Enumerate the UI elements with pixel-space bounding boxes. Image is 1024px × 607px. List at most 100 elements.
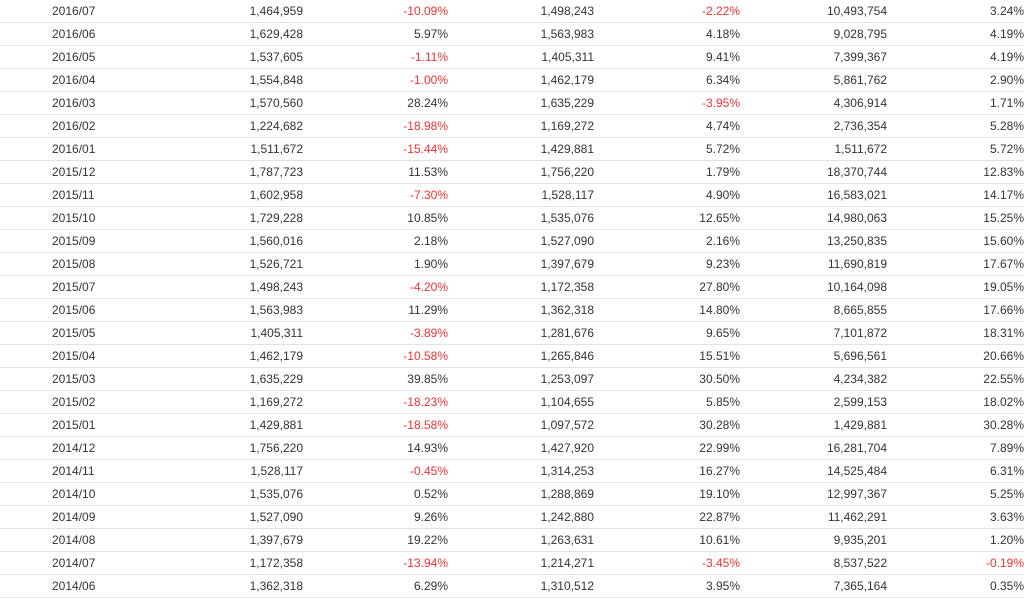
cell-value-2: 1,563,983 bbox=[448, 22, 594, 46]
table-row: 2016/06 1,629,428 5.97% 1,563,983 4.18% 9,028… bbox=[0, 22, 1024, 46]
cell-change-2: -2.22% bbox=[594, 0, 740, 23]
cell-month: 2015/03 bbox=[0, 367, 140, 391]
cell-value-1: 1,405,311 bbox=[140, 321, 303, 345]
cell-value-2: 1,427,920 bbox=[448, 436, 594, 460]
cell-value-1: 1,635,229 bbox=[140, 367, 303, 391]
cell-cumulative: 7,399,367 bbox=[740, 45, 887, 69]
cell-month: 2015/04 bbox=[0, 344, 140, 368]
cell-cumulative: 2,599,153 bbox=[740, 390, 887, 414]
cell-month: 2015/11 bbox=[0, 183, 140, 207]
cell-change-2: -3.45% bbox=[594, 551, 740, 575]
cell-cumulative: 7,101,872 bbox=[740, 321, 887, 345]
table-row: 2016/01 1,511,672 -15.44% 1,429,881 5.72% 1,5… bbox=[0, 137, 1024, 161]
cell-value-2: 1,535,076 bbox=[448, 206, 594, 230]
cell-month: 2015/07 bbox=[0, 275, 140, 299]
table-row: 2016/07 1,464,959 -10.09% 1,498,243 -2.22% 10… bbox=[0, 0, 1024, 23]
cell-cumulative: 5,696,561 bbox=[740, 344, 887, 368]
cell-value-1: 1,535,076 bbox=[140, 482, 303, 506]
cell-month: 2016/02 bbox=[0, 114, 140, 138]
cell-value-1: 1,429,881 bbox=[140, 413, 303, 437]
cell-value-1: 1,172,358 bbox=[140, 551, 303, 575]
cell-change-1: 39.85% bbox=[303, 367, 448, 391]
cell-value-2: 1,397,679 bbox=[448, 252, 594, 276]
cell-value-1: 1,224,682 bbox=[140, 114, 303, 138]
table-row: 2014/12 1,756,220 14.93% 1,427,920 22.99% 16,… bbox=[0, 436, 1024, 460]
cell-change-2: 4.90% bbox=[594, 183, 740, 207]
cell-change-2: 14.80% bbox=[594, 298, 740, 322]
cell-cumulative: 4,234,382 bbox=[740, 367, 887, 391]
cell-cumulative-change: 15.60% bbox=[887, 229, 1024, 253]
table-row: 2014/11 1,528,117 -0.45% 1,314,253 16.27% 14,… bbox=[0, 459, 1024, 483]
cell-cumulative-change: 2.90% bbox=[887, 68, 1024, 92]
cell-month: 2015/02 bbox=[0, 390, 140, 414]
cell-change-1: 5.97% bbox=[303, 22, 448, 46]
cell-month: 2015/06 bbox=[0, 298, 140, 322]
cell-value-1: 1,397,679 bbox=[140, 528, 303, 552]
cell-month: 2016/01 bbox=[0, 137, 140, 161]
cell-value-2: 1,405,311 bbox=[448, 45, 594, 69]
cell-value-1: 1,526,721 bbox=[140, 252, 303, 276]
cell-cumulative-change: 14.17% bbox=[887, 183, 1024, 207]
cell-value-2: 1,263,631 bbox=[448, 528, 594, 552]
cell-value-1: 1,528,117 bbox=[140, 459, 303, 483]
cell-cumulative-change: 5.72% bbox=[887, 137, 1024, 161]
cell-change-1: -13.94% bbox=[303, 551, 448, 575]
cell-change-2: 22.99% bbox=[594, 436, 740, 460]
cell-change-2: 5.72% bbox=[594, 137, 740, 161]
cell-change-1: -3.89% bbox=[303, 321, 448, 345]
cell-value-1: 1,570,560 bbox=[140, 91, 303, 115]
cell-cumulative: 10,164,098 bbox=[740, 275, 887, 299]
cell-change-2: 10.61% bbox=[594, 528, 740, 552]
cell-value-2: 1,498,243 bbox=[448, 0, 594, 23]
cell-cumulative-change: 18.31% bbox=[887, 321, 1024, 345]
cell-cumulative: 16,583,021 bbox=[740, 183, 887, 207]
cell-change-1: -1.00% bbox=[303, 68, 448, 92]
cell-change-2: 30.28% bbox=[594, 413, 740, 437]
cell-change-1: 9.26% bbox=[303, 505, 448, 529]
cell-value-2: 1,429,881 bbox=[448, 137, 594, 161]
cell-change-2: 27.80% bbox=[594, 275, 740, 299]
cell-cumulative-change: 0.35% bbox=[887, 574, 1024, 598]
cell-cumulative: 11,462,291 bbox=[740, 505, 887, 529]
cell-month: 2015/12 bbox=[0, 160, 140, 184]
cell-cumulative: 8,665,855 bbox=[740, 298, 887, 322]
table-row: 2015/05 1,405,311 -3.89% 1,281,676 9.65% 7,10… bbox=[0, 321, 1024, 345]
cell-month: 2016/03 bbox=[0, 91, 140, 115]
cell-value-1: 1,537,605 bbox=[140, 45, 303, 69]
cell-cumulative: 1,429,881 bbox=[740, 413, 887, 437]
cell-cumulative-change: 17.67% bbox=[887, 252, 1024, 276]
cell-value-2: 1,288,869 bbox=[448, 482, 594, 506]
cell-value-1: 1,787,723 bbox=[140, 160, 303, 184]
cell-cumulative: 9,935,201 bbox=[740, 528, 887, 552]
cell-value-1: 1,560,016 bbox=[140, 229, 303, 253]
cell-month: 2014/07 bbox=[0, 551, 140, 575]
cell-change-1: 6.29% bbox=[303, 574, 448, 598]
cell-change-2: 30.50% bbox=[594, 367, 740, 391]
cell-cumulative: 8,537,522 bbox=[740, 551, 887, 575]
cell-value-1: 1,511,672 bbox=[140, 137, 303, 161]
cell-cumulative-change: 18.02% bbox=[887, 390, 1024, 414]
cell-value-2: 1,314,253 bbox=[448, 459, 594, 483]
cell-month: 2016/06 bbox=[0, 22, 140, 46]
table-row: 2015/09 1,560,016 2.18% 1,527,090 2.16% 13,25… bbox=[0, 229, 1024, 253]
cell-value-2: 1,214,271 bbox=[448, 551, 594, 575]
cell-cumulative-change: 3.24% bbox=[887, 0, 1024, 23]
cell-value-2: 1,265,846 bbox=[448, 344, 594, 368]
table-row: 2016/05 1,537,605 -1.11% 1,405,311 9.41% 7,39… bbox=[0, 45, 1024, 69]
cell-cumulative-change: 20.66% bbox=[887, 344, 1024, 368]
cell-cumulative: 18,370,744 bbox=[740, 160, 887, 184]
cell-month: 2014/10 bbox=[0, 482, 140, 506]
cell-value-2: 1,635,229 bbox=[448, 91, 594, 115]
cell-month: 2015/10 bbox=[0, 206, 140, 230]
cell-cumulative: 14,980,063 bbox=[740, 206, 887, 230]
table-row: 2015/03 1,635,229 39.85% 1,253,097 30.50% 4,2… bbox=[0, 367, 1024, 391]
cell-change-2: 9.23% bbox=[594, 252, 740, 276]
cell-value-2: 1,169,272 bbox=[448, 114, 594, 138]
cell-cumulative-change: 30.28% bbox=[887, 413, 1024, 437]
cell-cumulative: 12,997,367 bbox=[740, 482, 887, 506]
table-row: 2015/11 1,602,958 -7.30% 1,528,117 4.90% 16,5… bbox=[0, 183, 1024, 207]
cell-value-1: 1,498,243 bbox=[140, 275, 303, 299]
cell-cumulative-change: 15.25% bbox=[887, 206, 1024, 230]
